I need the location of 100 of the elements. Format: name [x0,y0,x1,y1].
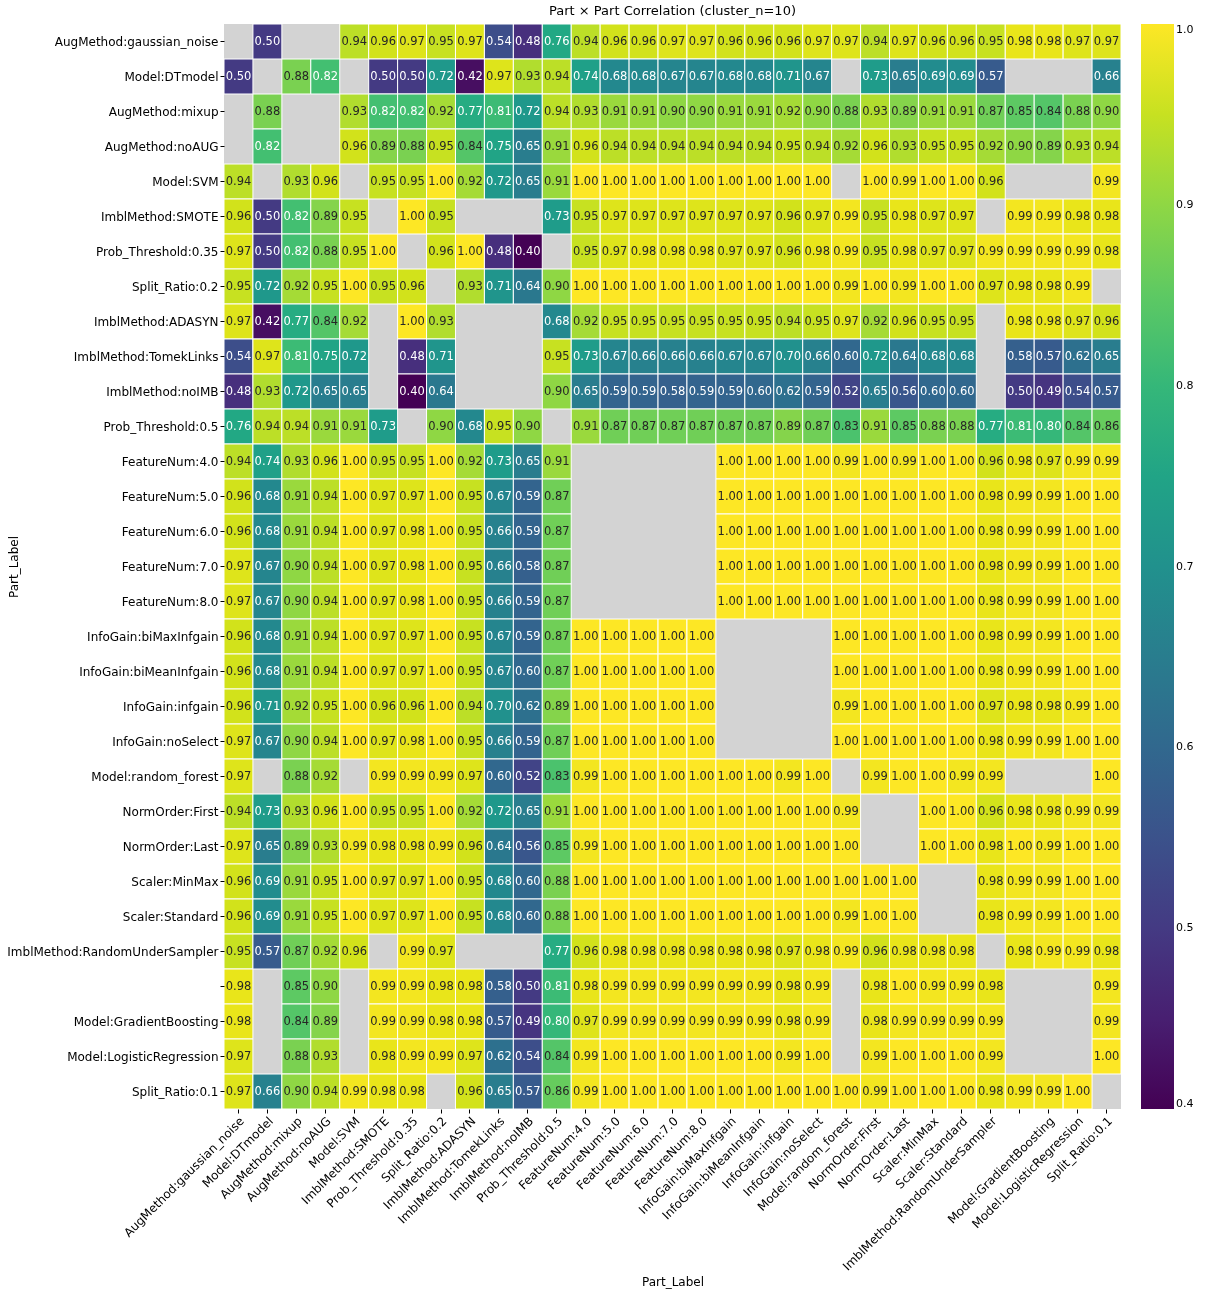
data-label: 0.92 [775,103,802,118]
data-label: 0.96 [428,243,454,258]
data-label: 0.99 [1064,943,1091,958]
data-label: 0.88 [920,418,946,433]
data-label: 0.95 [312,698,339,713]
data-label: 0.68 [746,68,773,83]
data-label: 0.99 [370,978,396,993]
data-label: 0.91 [543,803,570,818]
data-label: 0.96 [225,663,252,678]
data-label: 1.00 [572,908,599,923]
data-label: 0.96 [225,628,252,643]
data-label: 1.00 [341,663,368,678]
data-label: 0.91 [283,908,310,923]
data-label: 0.57 [977,68,1004,83]
data-label: 0.93 [254,383,281,398]
data-label: 0.67 [746,348,773,363]
data-label: 0.99 [891,1013,917,1028]
data-label: 0.95 [804,313,830,328]
data-label: 0.95 [225,943,252,958]
data-label: 0.67 [804,68,830,83]
data-label: 1.00 [775,873,802,888]
data-label: 1.00 [833,663,859,678]
data-label: 1.00 [601,1083,628,1098]
data-label: 0.97 [1064,33,1091,48]
data-label: 0.66 [630,348,657,363]
data-label: 0.89 [370,138,396,153]
data-label: 0.92 [977,138,1004,153]
data-label: 0.96 [601,33,628,48]
data-label: 0.93 [1064,138,1091,153]
data-label: 0.99 [775,768,802,783]
data-label: 0.99 [341,838,368,853]
data-label: 1.00 [601,698,628,713]
data-label: 0.97 [1035,453,1062,468]
data-label: 1.00 [862,453,888,468]
data-label: 0.71 [428,348,454,363]
data-label: 1.00 [630,768,657,783]
data-label: 0.95 [457,488,483,503]
data-label: 0.98 [920,943,946,958]
data-label: 1.00 [804,838,830,853]
data-label: 0.90 [1006,138,1033,153]
data-label: 1.00 [341,278,368,293]
data-label: 0.65 [515,173,541,188]
data-label: 1.00 [862,628,888,643]
data-label: 0.97 [572,1013,599,1028]
data-label: 0.95 [399,453,425,468]
data-label: 0.99 [399,1013,425,1028]
data-label: 0.98 [977,838,1004,853]
data-label: 0.90 [659,103,686,118]
data-label: 0.94 [283,418,310,433]
data-label: 0.89 [775,418,802,433]
data-label: 1.00 [688,173,715,188]
data-label: 1.00 [862,873,888,888]
data-label: 0.99 [1035,243,1062,258]
y-tick-label: Model:SVM [152,174,219,189]
data-label: 0.95 [457,558,483,573]
data-label: 0.99 [630,1013,657,1028]
data-label: 0.99 [1035,488,1062,503]
data-label: 1.00 [601,908,628,923]
data-label: 0.95 [428,138,454,153]
data-label: 1.00 [341,803,368,818]
data-label: 1.00 [428,523,454,538]
data-label: 0.97 [370,663,396,678]
data-label: 0.65 [341,383,368,398]
data-label: 0.99 [862,1048,888,1063]
data-label: 1.00 [746,488,773,503]
data-label: 0.96 [312,453,339,468]
data-label: 0.95 [312,908,339,923]
data-label: 0.50 [254,208,281,223]
data-label: 0.94 [775,313,802,328]
data-label: 1.00 [341,453,368,468]
data-label: 0.97 [717,243,744,258]
data-label: 0.98 [1064,208,1091,223]
data-label: 0.98 [572,978,599,993]
data-label: 0.99 [804,978,830,993]
y-axis-title: Part_Label [6,535,21,599]
data-label: 0.87 [804,418,830,433]
data-label: 0.96 [920,33,946,48]
data-label: 0.62 [486,1048,512,1063]
data-label: 0.40 [515,243,541,258]
data-label: 0.98 [399,523,425,538]
data-label: 0.97 [225,733,252,748]
data-label: 1.00 [1093,558,1120,573]
data-label: 0.97 [601,243,628,258]
data-label: 0.98 [688,943,715,958]
data-label: 1.00 [746,278,773,293]
data-label: 0.99 [1006,523,1033,538]
data-label: 0.94 [225,453,252,468]
data-label: 0.52 [833,383,859,398]
data-label: 0.91 [920,103,946,118]
data-label: 0.62 [775,383,802,398]
data-label: 0.95 [688,313,715,328]
data-label: 1.00 [717,1048,744,1063]
data-label: 1.00 [688,873,715,888]
data-label: 1.00 [949,1048,975,1063]
y-tick-label: InfoGain:infgain [123,699,219,714]
data-label: 0.96 [862,138,888,153]
data-label: 0.60 [746,383,773,398]
data-label: 0.95 [746,313,773,328]
data-label: 0.50 [254,243,281,258]
data-label: 0.91 [341,418,368,433]
